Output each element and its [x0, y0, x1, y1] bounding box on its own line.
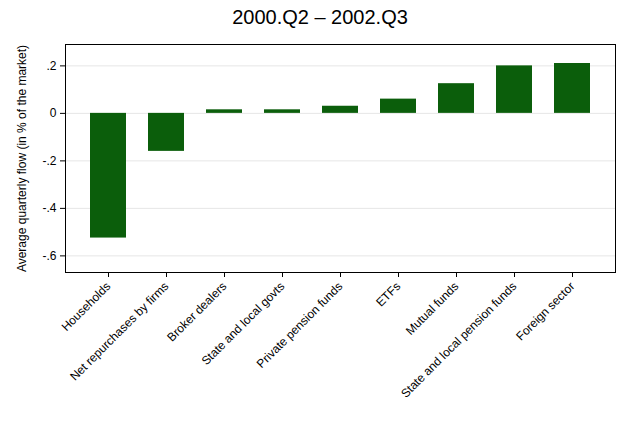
html-text:2000.Q2 – 2002.Q3: 2000.Q2 – 2002.Q3 [232, 6, 408, 28]
svg-text:Broker dealers: Broker dealers [164, 279, 229, 344]
svg-text:Net repurchases by firms: Net repurchases by firms [67, 279, 171, 383]
svg-text:State and local pension funds: State and local pension funds [398, 279, 519, 400]
svg-text:State and local govts: State and local govts [198, 279, 288, 368]
svg-text:0: 0 [50, 106, 57, 120]
svg-text:-.4: -.4 [42, 201, 56, 215]
svg-text:.2: .2 [46, 59, 56, 73]
svg-text:-.2: -.2 [42, 154, 56, 168]
svg-text:Households: Households [59, 279, 114, 334]
svg-text:Private pension funds: Private pension funds [254, 279, 346, 371]
svg-text:ETFs: ETFs [373, 279, 403, 309]
svg-text:Foreign sector: Foreign sector [513, 279, 577, 343]
svg-text:-.6: -.6 [42, 249, 56, 263]
svg-text:Mutual funds: Mutual funds [403, 279, 461, 337]
svg-text:Average quarterly flow (in % o: Average quarterly flow (in % of the mark… [15, 45, 29, 272]
